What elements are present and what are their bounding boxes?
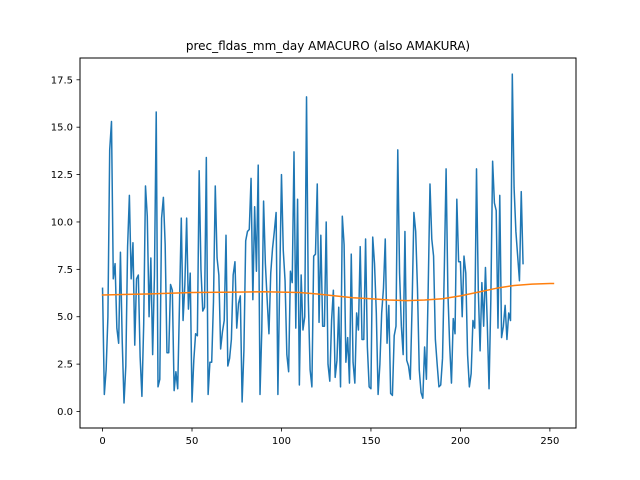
x-tick-label: 100 — [272, 436, 291, 447]
series-line-2 — [101, 282, 555, 302]
y-tick-label: 5.0 — [57, 312, 73, 323]
x-tick-label: 0 — [99, 436, 105, 447]
series-layer — [101, 73, 555, 404]
ticks-layer: 0 50 100 150 200 250 0.0 2.5 5.0 7.5 10.0 12.5 15.0 1… — [51, 75, 560, 447]
x-tick-label: 50 — [186, 436, 199, 447]
chart-title: prec_fldas_mm_day AMACURO (also AMAKURA) — [186, 39, 470, 53]
axes-frame — [79, 57, 577, 429]
y-tick-label: 2.5 — [57, 360, 73, 371]
x-tick-label: 200 — [451, 436, 470, 447]
plot-area: 0 50 100 150 200 250 0.0 2.5 5.0 7.5 10.0 12.5 15.0 1… — [51, 57, 577, 447]
y-tick-label: 12.5 — [51, 170, 73, 181]
y-tick-label: 7.5 — [57, 265, 73, 276]
x-tick-label: 250 — [540, 436, 559, 447]
y-tick-label: 17.5 — [51, 75, 73, 86]
x-tick-label: 150 — [361, 436, 380, 447]
series-line-1 — [101, 73, 524, 404]
y-tick-label: 0.0 — [57, 407, 73, 418]
y-tick-label: 15.0 — [51, 123, 73, 134]
y-tick-label: 10.0 — [51, 217, 73, 228]
